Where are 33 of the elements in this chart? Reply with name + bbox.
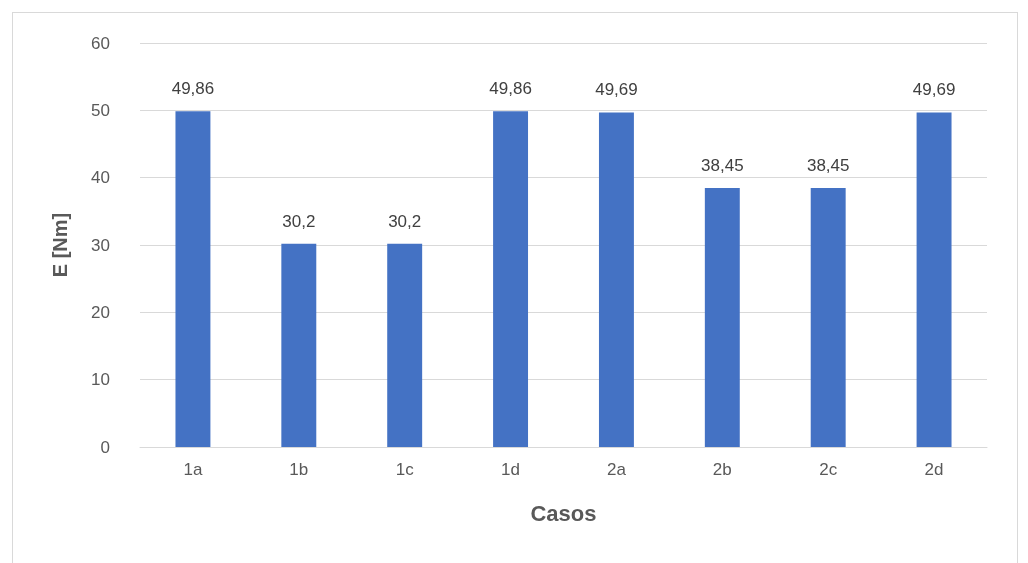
bar [493,111,529,447]
bar [175,111,211,447]
y-tick-label: 30 [91,235,110,255]
bar [810,188,846,447]
y-tick-label: 40 [91,168,110,188]
data-label: 30,2 [388,211,422,231]
bar [387,243,423,447]
data-label: 49,69 [912,80,956,100]
x-tick-label: 1c [395,460,415,479]
data-label: 49,69 [595,80,638,100]
y-tick-label: 50 [91,100,110,120]
y-tick-label: 60 [91,33,110,53]
data-label: 49,86 [171,79,215,99]
y-tick-label: 0 [100,437,110,457]
x-tick-label: 1b [289,460,309,479]
x-tick-label: 2a [606,460,627,479]
data-label: 38,45 [701,156,744,176]
y-tick-label: 20 [91,302,110,322]
data-label: 38,45 [806,156,850,176]
x-tick-label: 1d [501,460,521,479]
bar [916,112,952,447]
data-label: 30,2 [282,211,316,231]
x-tick-label: 2c [819,460,838,479]
x-tick-label: 1a [183,460,203,479]
x-tick-label: 2d [924,460,944,479]
bar [704,188,740,447]
y-tick-label: 10 [91,370,110,390]
bar [598,112,634,447]
bar [281,243,317,447]
x-axis-title: Casos [530,500,597,526]
data-label: 49,86 [489,79,532,99]
x-tick-label: 2b [712,460,732,479]
y-axis-title: E [Nm] [49,212,71,278]
